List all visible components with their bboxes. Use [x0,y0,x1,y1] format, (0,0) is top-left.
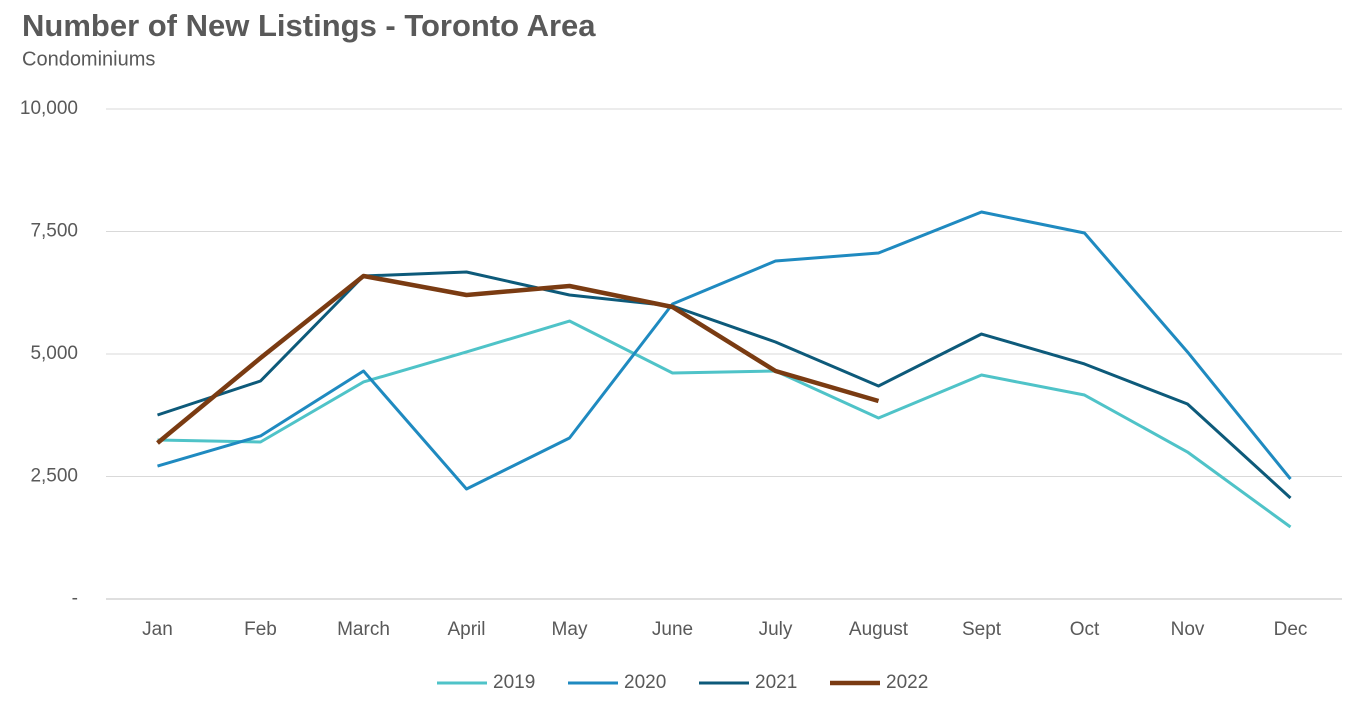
x-tick-label: June [652,619,693,640]
x-tick-label: Oct [1070,619,1100,640]
x-tick-label: March [337,619,390,640]
line-series [157,270,1292,500]
x-tick-label: May [552,619,588,640]
x-tick-label: Sept [962,619,1002,640]
line-series [156,273,880,445]
x-tick-label: Feb [244,619,277,640]
chart-title: Number of New Listings - Toronto Area [22,8,596,43]
x-tick-label: July [759,619,793,640]
y-tick-label: 5,000 [30,343,78,364]
x-tick-label: Dec [1274,619,1308,640]
legend-label: 2021 [755,672,797,693]
legend-label: 2020 [624,672,666,693]
y-tick-label: - [72,588,78,609]
y-tick-label: 7,500 [30,221,78,242]
x-tick-label: August [849,619,909,640]
y-tick-label: 10,000 [20,98,78,119]
line-series [157,210,1292,491]
x-tick-label: Nov [1171,619,1205,640]
legend-label: 2022 [886,672,928,693]
x-tick-label: Jan [142,619,173,640]
y-tick-label: 2,500 [30,466,78,487]
chart-subtitle: Condominiums [22,48,155,70]
legend-label: 2019 [493,672,535,693]
line-series [157,319,1292,529]
x-tick-label: April [447,619,485,640]
